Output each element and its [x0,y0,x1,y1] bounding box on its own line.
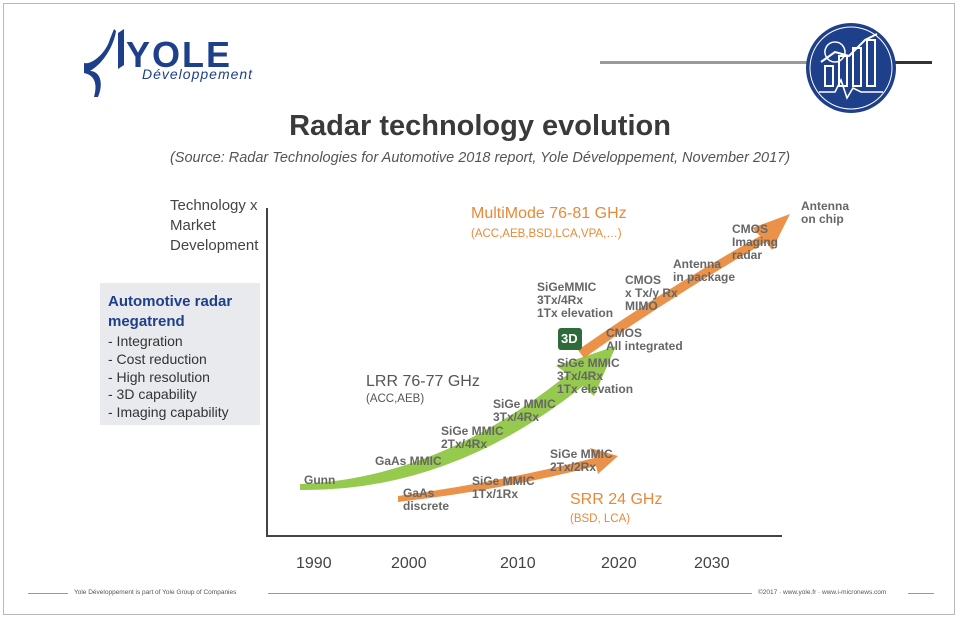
milestone-line: MIMO [625,299,658,313]
page-title: Radar technology evolution [289,110,671,142]
milestone-sige-1tx1rx: SiGe MMIC 1Tx/1Rx [472,475,535,501]
milestone-sige-2tx4rx: SiGe MMIC 2Tx/4Rx [441,425,504,451]
footer-rule-middle [268,593,752,594]
footer-rule-right [908,593,934,594]
milestone-line: on chip [801,212,844,226]
page-subtitle: (Source: Radar Technologies for Automoti… [169,150,791,166]
milestone-line: 1Tx/1Rx [472,487,519,501]
milestone-line: SiGe MMIC [557,356,620,370]
milestone-gunn: Gunn [304,473,336,487]
x-tick-label: 2020 [601,555,637,572]
milestone-line: 3Tx/4Rx [557,369,604,383]
lrr-apps: (ACC,AEB) [366,393,425,405]
logo-subtitle: Développement [142,66,254,82]
multimode-track-arrow [578,214,790,358]
y-axis-label-line: Technology x [170,197,258,214]
x-tick-label: 2000 [391,555,427,572]
milestone-line: SiGe MMIC [472,474,535,488]
milestone-cmos-all-integrated: CMOS All integrated [606,327,683,353]
milestone-line: radar [732,248,763,262]
milestone-line: 2Tx/2Rx [550,460,597,474]
milestone-line: 3Tx/4Rx [493,410,540,424]
srr-apps: (BSD, LCA) [570,513,631,525]
milestone-line: SiGe MMIC [441,424,504,438]
megatrend-item: - Cost reduction [108,350,207,367]
header-rule-dark [892,61,932,64]
footer-left-text: Yole Développement is part of Yole Group… [74,589,237,596]
footer-rule-left [28,593,68,594]
megatrend-panel [100,283,260,425]
milestone-line: Imaging [732,235,779,249]
srr-track-arrow [398,448,618,502]
megatrend-item: - Imaging capability [108,404,229,421]
logo-word: YOLE [126,34,233,75]
milestone-line: All integrated [606,339,683,353]
3d-badge-label: 3D [561,331,578,346]
page-frame [3,3,955,615]
milestone-line: 1Tx elevation [557,382,634,396]
milestone-line: CMOS [625,273,661,287]
milestone-line: Antenna [801,199,849,213]
milestone-line: 3Tx/4Rx [537,293,584,307]
milestone-cmos-mimo: CMOS x Tx/y Rx MIMO [625,274,678,313]
milestone-gaas-mmic: GaAs MMIC [375,454,442,468]
footer-right-text: ©2017 · www.yole.fr · www.i-micronews.co… [758,589,887,596]
milestone-line: CMOS [606,326,642,340]
milestone-line: SiGe MMIC [550,447,613,461]
milestone-line: Antenna [673,257,721,271]
megatrend-item: - 3D capability [108,386,197,403]
milestone-gaas-discrete: GaAs discrete [403,487,449,513]
megatrend-item: - Integration [108,333,183,349]
milestone-line: CMOS [732,222,768,236]
milestone-sige-2tx2rx: SiGe MMIC 2Tx/2Rx [550,448,613,474]
y-axis-label: Technology x Market Development [170,196,258,256]
yole-logo-icon [84,29,124,97]
y-axis-label-line: Market [170,217,216,234]
x-tick-label: 2030 [694,555,730,572]
megatrend-title: Automotive radar megatrend [108,292,232,332]
x-tick-label: 2010 [500,555,536,572]
milestone-line: x Tx/y Rx [625,286,678,300]
milestone-line: 1Tx elevation [537,306,614,320]
srr-name: SRR 24 GHz [570,491,663,508]
megatrend-item: - High resolution [108,368,210,385]
3d-chip-icon [558,328,582,350]
milestone-line: discrete [403,499,450,513]
milestone-line: in package [673,270,736,284]
x-tick-label: 1990 [296,555,332,572]
milestone-antenna-on-chip: Antenna on chip [801,200,849,226]
milestone-cmos-imaging-radar: CMOS Imaging radar [732,223,778,262]
milestone-line: SiGeMMIC [537,280,597,294]
y-axis-label-line: Development [170,237,259,254]
multimode-apps: (ACC,AEB,BSD,LCA,VPA,…) [471,228,622,240]
analytics-badge-icon [806,23,896,113]
megatrend-title-line: megatrend [108,313,185,330]
megatrend-title-line: Automotive radar [108,293,233,310]
milestone-sige-3tx4rx: SiGe MMIC 3Tx/4Rx [493,398,556,424]
megatrend-list: - Integration - Cost reduction - High re… [108,333,229,422]
multimode-name: MultiMode 76-81 GHz [471,205,627,222]
milestone-sige-3tx4rx-elevation: SiGe MMIC 3Tx/4Rx 1Tx elevation [557,357,633,396]
lrr-track-arrow [300,346,616,491]
milestone-line: 2Tx/4Rx [441,437,488,451]
milestone-sigemmic-elevation: SiGeMMIC 3Tx/4Rx 1Tx elevation [537,281,613,320]
milestone-line: GaAs [403,486,435,500]
milestone-line: SiGe MMIC [493,397,556,411]
header-rule-gray [600,61,810,64]
milestone-antenna-in-package: Antenna in package [673,258,735,284]
lrr-name: LRR 76-77 GHz [366,373,480,390]
